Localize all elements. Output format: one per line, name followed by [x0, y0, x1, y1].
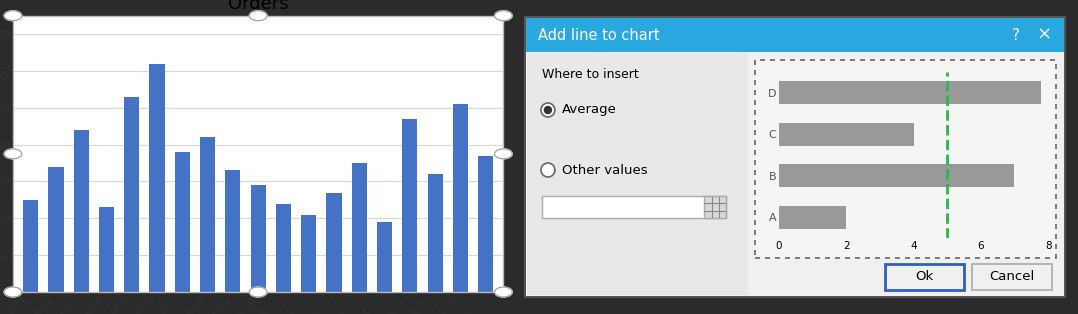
Bar	[23, 200, 38, 292]
Text: Cancel: Cancel	[990, 270, 1035, 284]
Bar	[704, 196, 727, 218]
Bar	[885, 264, 965, 290]
Bar	[99, 207, 114, 292]
Circle shape	[4, 11, 22, 21]
Text: ?: ?	[1012, 28, 1020, 42]
Bar	[756, 60, 1056, 258]
Text: Where to insert: Where to insert	[542, 68, 638, 80]
Bar	[779, 123, 913, 146]
Circle shape	[4, 287, 22, 297]
Bar	[150, 64, 165, 292]
Bar	[175, 152, 190, 292]
Circle shape	[541, 103, 555, 117]
Bar	[124, 97, 139, 292]
Bar	[453, 104, 468, 292]
Bar	[351, 163, 367, 292]
Bar	[201, 137, 216, 292]
Circle shape	[495, 287, 512, 297]
Text: Average: Average	[562, 104, 617, 116]
Bar	[73, 130, 88, 292]
Bar	[402, 119, 417, 292]
Bar	[527, 53, 748, 295]
Bar	[779, 206, 846, 229]
Circle shape	[4, 149, 22, 159]
Bar	[526, 52, 1064, 296]
Bar	[301, 215, 316, 292]
Bar	[526, 18, 1064, 52]
Circle shape	[249, 11, 267, 21]
Bar	[327, 192, 342, 292]
Bar	[276, 203, 291, 292]
Text: Ok: Ok	[915, 270, 934, 284]
Bar	[779, 81, 1041, 104]
Bar	[524, 16, 1066, 298]
Circle shape	[495, 149, 512, 159]
Bar	[250, 185, 266, 292]
Circle shape	[495, 11, 512, 21]
Title: Orders: Orders	[227, 0, 289, 13]
Text: ×: ×	[1037, 26, 1052, 44]
Bar	[542, 196, 727, 218]
Bar	[479, 156, 494, 292]
Text: Other values: Other values	[562, 164, 648, 176]
Bar	[428, 174, 443, 292]
Bar	[377, 222, 392, 292]
Bar	[49, 167, 64, 292]
Bar	[972, 264, 1052, 290]
Circle shape	[544, 106, 552, 113]
Text: Add line to chart: Add line to chart	[538, 28, 660, 42]
Circle shape	[249, 287, 267, 297]
Circle shape	[541, 163, 555, 177]
Bar	[225, 171, 240, 292]
Bar	[779, 164, 1014, 187]
